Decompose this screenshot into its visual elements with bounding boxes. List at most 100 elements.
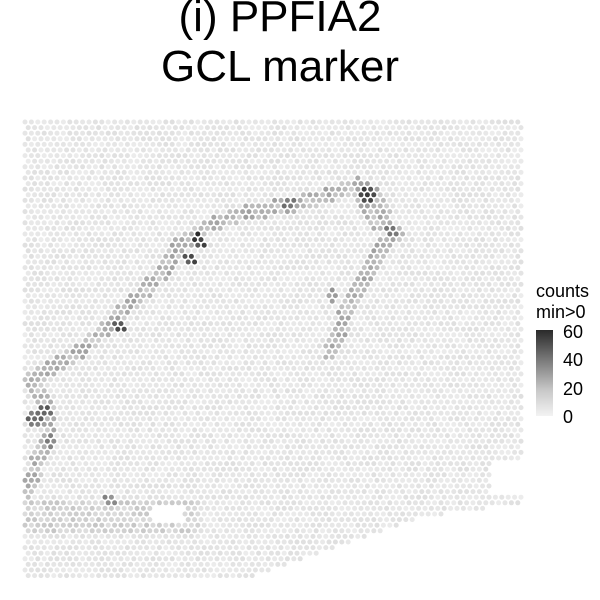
spot	[364, 393, 370, 399]
spot	[326, 405, 332, 411]
spot	[147, 270, 153, 276]
spot	[201, 175, 207, 181]
spot	[297, 175, 303, 181]
spot	[121, 405, 127, 411]
spot	[502, 175, 508, 181]
spot	[195, 309, 201, 315]
spot	[432, 119, 438, 125]
spot	[505, 203, 511, 209]
spot	[281, 449, 287, 455]
spot	[396, 281, 402, 287]
spot	[48, 477, 54, 483]
spot	[409, 326, 415, 332]
spot	[473, 326, 479, 332]
spot	[220, 153, 226, 159]
spot	[86, 220, 92, 226]
spot	[35, 410, 41, 416]
spot	[156, 421, 162, 427]
spot	[185, 393, 191, 399]
spot	[294, 293, 300, 299]
spot	[28, 209, 34, 215]
spot	[227, 377, 233, 383]
spot	[259, 119, 265, 125]
spot	[131, 466, 137, 472]
spot	[249, 449, 255, 455]
spot	[304, 466, 310, 472]
spot	[233, 186, 239, 192]
spot	[60, 377, 66, 383]
spot	[179, 371, 185, 377]
spot	[41, 455, 47, 461]
spot	[390, 449, 396, 455]
spot	[182, 343, 188, 349]
spot	[377, 405, 383, 411]
spot	[144, 321, 150, 327]
spot	[454, 349, 460, 355]
spot	[204, 326, 210, 332]
spot	[233, 242, 239, 248]
spot	[28, 276, 34, 282]
spot	[345, 181, 351, 187]
spot	[393, 175, 399, 181]
spot	[48, 354, 54, 360]
spot	[323, 298, 329, 304]
spot	[281, 427, 287, 433]
spot	[51, 192, 57, 198]
spot	[374, 466, 380, 472]
spot	[92, 153, 98, 159]
spot	[198, 203, 204, 209]
spot	[419, 276, 425, 282]
spot	[233, 321, 239, 327]
spot	[185, 237, 191, 243]
spot	[294, 472, 300, 478]
spot	[400, 197, 406, 203]
spot	[409, 438, 415, 444]
spot	[374, 164, 380, 170]
spot	[35, 377, 41, 383]
spot	[416, 281, 422, 287]
spot	[348, 455, 354, 461]
spot	[176, 130, 182, 136]
spot	[384, 315, 390, 321]
spot	[201, 399, 207, 405]
spot	[35, 332, 41, 338]
spot	[150, 466, 156, 472]
spot	[284, 141, 290, 147]
spot	[35, 175, 41, 181]
spot	[496, 186, 502, 192]
spot	[396, 427, 402, 433]
spot	[355, 466, 361, 472]
spot	[268, 259, 274, 265]
spot	[124, 197, 130, 203]
spot	[124, 321, 130, 327]
spot	[83, 472, 89, 478]
spot	[128, 158, 134, 164]
spot	[396, 405, 402, 411]
spot	[22, 220, 28, 226]
spot	[460, 158, 466, 164]
spot	[83, 438, 89, 444]
spot	[80, 477, 86, 483]
spot	[67, 466, 73, 472]
spot	[508, 197, 514, 203]
spot	[134, 382, 140, 388]
spot	[313, 181, 319, 187]
spot	[473, 472, 479, 478]
spot	[38, 461, 44, 467]
spot	[496, 220, 502, 226]
spot	[492, 259, 498, 265]
spot	[38, 449, 44, 455]
spot	[64, 237, 70, 243]
spot	[233, 276, 239, 282]
spot	[246, 209, 252, 215]
spot	[220, 141, 226, 147]
spot	[441, 337, 447, 343]
spot	[355, 309, 361, 315]
spot	[220, 287, 226, 293]
spot	[86, 377, 92, 383]
spot	[323, 388, 329, 394]
spot	[89, 438, 95, 444]
spot	[288, 237, 294, 243]
spot	[76, 449, 82, 455]
spot	[403, 248, 409, 254]
